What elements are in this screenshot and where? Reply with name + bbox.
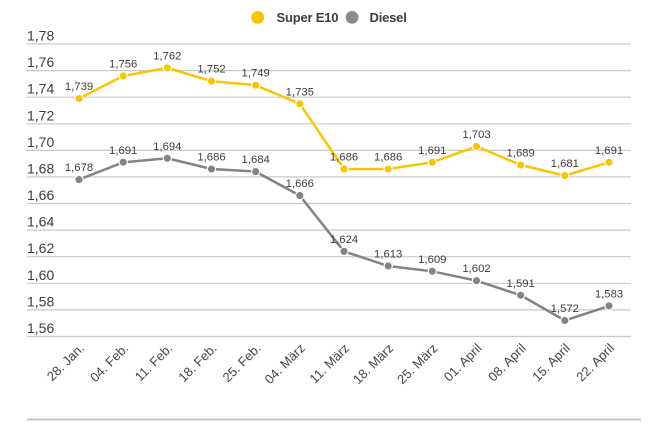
svg-text:1,756: 1,756	[109, 58, 137, 70]
svg-text:1,678: 1,678	[65, 162, 93, 174]
svg-text:1,694: 1,694	[153, 141, 181, 153]
svg-text:11. Feb.: 11. Feb.	[132, 341, 176, 385]
svg-text:Super E10: Super E10	[277, 10, 339, 25]
svg-text:1,591: 1,591	[507, 278, 535, 290]
svg-text:1,572: 1,572	[551, 303, 579, 315]
svg-text:1,735: 1,735	[286, 86, 314, 98]
svg-text:18. März: 18. März	[350, 341, 396, 387]
svg-text:1,689: 1,689	[507, 148, 535, 160]
svg-text:11. März: 11. März	[306, 341, 352, 387]
svg-text:Diesel: Diesel	[370, 10, 407, 25]
svg-text:1,66: 1,66	[27, 187, 54, 203]
svg-text:22. April: 22. April	[573, 340, 617, 384]
svg-text:1,624: 1,624	[330, 234, 358, 246]
svg-text:1,762: 1,762	[153, 50, 181, 62]
svg-text:1,666: 1,666	[286, 178, 314, 190]
svg-text:1,78: 1,78	[27, 28, 54, 44]
svg-text:1,691: 1,691	[418, 145, 446, 157]
svg-text:1,583: 1,583	[595, 288, 623, 300]
svg-text:1,691: 1,691	[109, 145, 137, 157]
svg-text:01. April: 01. April	[441, 340, 485, 384]
svg-text:1,56: 1,56	[27, 320, 54, 336]
svg-text:1,739: 1,739	[65, 81, 93, 93]
svg-text:1,70: 1,70	[27, 134, 54, 150]
svg-text:1,609: 1,609	[418, 254, 446, 266]
svg-text:15. April: 15. April	[529, 340, 573, 384]
svg-text:25. Feb.: 25. Feb.	[219, 341, 263, 385]
svg-text:1,681: 1,681	[551, 158, 579, 170]
svg-text:1,613: 1,613	[374, 249, 402, 261]
svg-text:1,691: 1,691	[595, 145, 623, 157]
svg-text:28. Jan.: 28. Jan.	[44, 341, 87, 384]
svg-text:1,686: 1,686	[330, 152, 358, 164]
svg-text:1,602: 1,602	[462, 263, 490, 275]
svg-text:1,752: 1,752	[197, 64, 225, 76]
svg-text:1,703: 1,703	[462, 129, 490, 141]
svg-text:1,64: 1,64	[27, 214, 54, 230]
svg-text:04. März: 04. März	[262, 341, 308, 387]
svg-text:1,686: 1,686	[197, 152, 225, 164]
svg-text:25. März: 25. März	[394, 341, 440, 387]
svg-text:1,76: 1,76	[27, 54, 54, 70]
svg-text:1,749: 1,749	[242, 68, 270, 80]
svg-text:1,686: 1,686	[374, 152, 402, 164]
svg-text:1,68: 1,68	[27, 160, 54, 176]
svg-text:04. Feb.: 04. Feb.	[87, 341, 131, 385]
svg-text:1,74: 1,74	[27, 81, 54, 97]
svg-text:1,72: 1,72	[27, 107, 54, 123]
svg-text:18. Feb.: 18. Feb.	[175, 341, 219, 385]
svg-text:1,62: 1,62	[27, 240, 54, 256]
svg-text:1,684: 1,684	[242, 154, 270, 166]
svg-text:1,58: 1,58	[27, 293, 54, 309]
svg-text:08. April: 08. April	[485, 340, 529, 384]
svg-text:1,60: 1,60	[27, 267, 54, 283]
